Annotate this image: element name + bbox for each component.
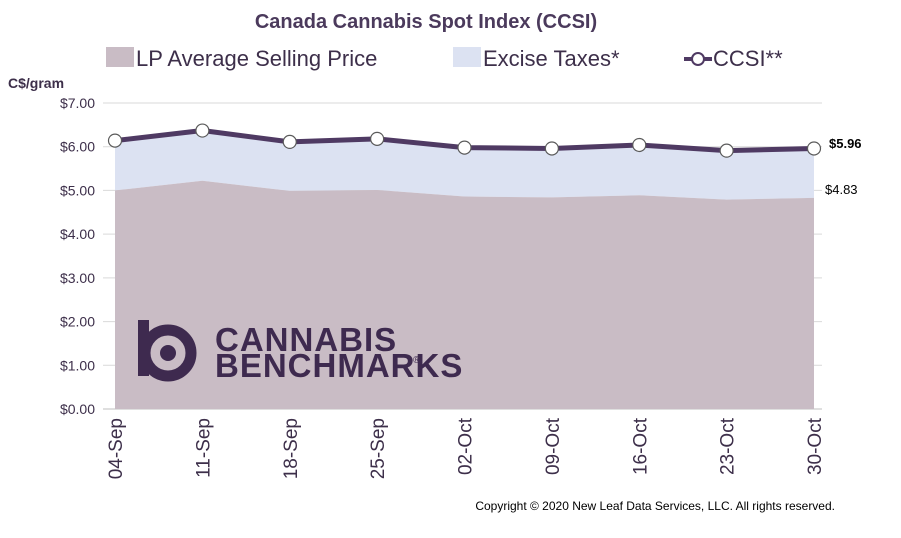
y-tick-label: $5.00 xyxy=(60,182,95,198)
ccsi-point xyxy=(370,131,385,146)
x-tick-label: 04-Sep xyxy=(106,418,127,479)
legend-swatch-excise xyxy=(453,47,481,67)
x-tick-label: 18-Sep xyxy=(281,418,302,479)
logo-line1: CANNABIS xyxy=(215,321,397,358)
x-tick-label: 30-Oct xyxy=(805,417,826,475)
ccsi-point xyxy=(107,133,123,148)
x-ticks: 04-Sep 11-Sep 18-Sep 25-Sep 02-Oct 09-Oct 16-O… xyxy=(106,417,826,479)
legend-label-excise: Excise Taxes* xyxy=(483,46,620,71)
logo-dot-icon xyxy=(160,345,176,361)
ccsi-series xyxy=(107,123,822,158)
y-tick-label: $3.00 xyxy=(60,270,95,286)
legend-label-ccsi: CCSI** xyxy=(713,46,783,71)
x-tick-label: 02-Oct xyxy=(456,417,477,475)
ccsi-point xyxy=(195,123,210,138)
x-tick-label: 11-Sep xyxy=(193,418,214,478)
logo-registered-mark: ® xyxy=(413,355,421,366)
y-tick-label: $1.00 xyxy=(60,357,95,373)
lp-average-selling-price-area xyxy=(115,180,814,409)
cannabis-benchmarks-logo: CANNABIS BENCHMARKS ® xyxy=(138,320,463,384)
ccsi-point xyxy=(544,141,559,156)
ccsi-point xyxy=(806,141,822,156)
x-tick-label: 09-Oct xyxy=(543,417,564,475)
x-tick-label: 16-Oct xyxy=(630,417,651,475)
ccsi-point xyxy=(719,143,734,158)
y-tick-label: $4.00 xyxy=(60,226,95,242)
ccsi-point xyxy=(457,140,472,155)
legend: LP Average Selling Price Excise Taxes* C… xyxy=(106,46,783,71)
ccsi-point xyxy=(632,137,647,153)
y-ticks: $0.00 $1.00 $2.00 $3.00 $4.00 $5.00 $6.00 $7.00 xyxy=(60,95,95,417)
x-tick-label: 25-Sep xyxy=(368,418,389,479)
x-tick-label: 23-Oct xyxy=(718,417,739,475)
end-label-ccsi: $5.96 xyxy=(829,136,862,151)
legend-label-lp: LP Average Selling Price xyxy=(136,46,377,71)
legend-marker-ccsi xyxy=(691,52,705,66)
logo-bar-icon xyxy=(138,320,149,376)
logo-line2: BENCHMARKS xyxy=(215,347,463,384)
ccsi-point xyxy=(282,134,297,150)
y-tick-label: $0.00 xyxy=(60,401,95,417)
y-tick-label: $2.00 xyxy=(60,314,95,330)
y-axis-label: C$/gram xyxy=(8,75,64,91)
copyright-notice: Copyright © 2020 New Leaf Data Services,… xyxy=(475,499,835,513)
y-tick-label: $7.00 xyxy=(60,95,95,111)
chart-title: Canada Cannabis Spot Index (CCSI) xyxy=(255,11,597,33)
legend-swatch-lp xyxy=(106,47,134,67)
y-tick-label: $6.00 xyxy=(60,139,95,155)
end-label-lp: $4.83 xyxy=(825,182,858,197)
